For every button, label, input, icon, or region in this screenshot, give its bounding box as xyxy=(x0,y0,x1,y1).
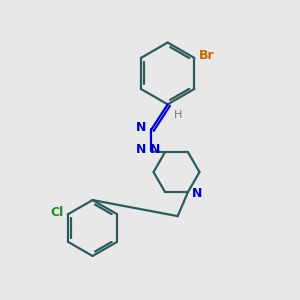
Text: Cl: Cl xyxy=(51,206,64,219)
Text: N: N xyxy=(136,122,146,134)
Text: H: H xyxy=(174,110,182,120)
Text: N: N xyxy=(150,143,161,156)
Text: N: N xyxy=(191,187,202,200)
Text: Br: Br xyxy=(199,49,214,62)
Text: N: N xyxy=(136,143,146,157)
